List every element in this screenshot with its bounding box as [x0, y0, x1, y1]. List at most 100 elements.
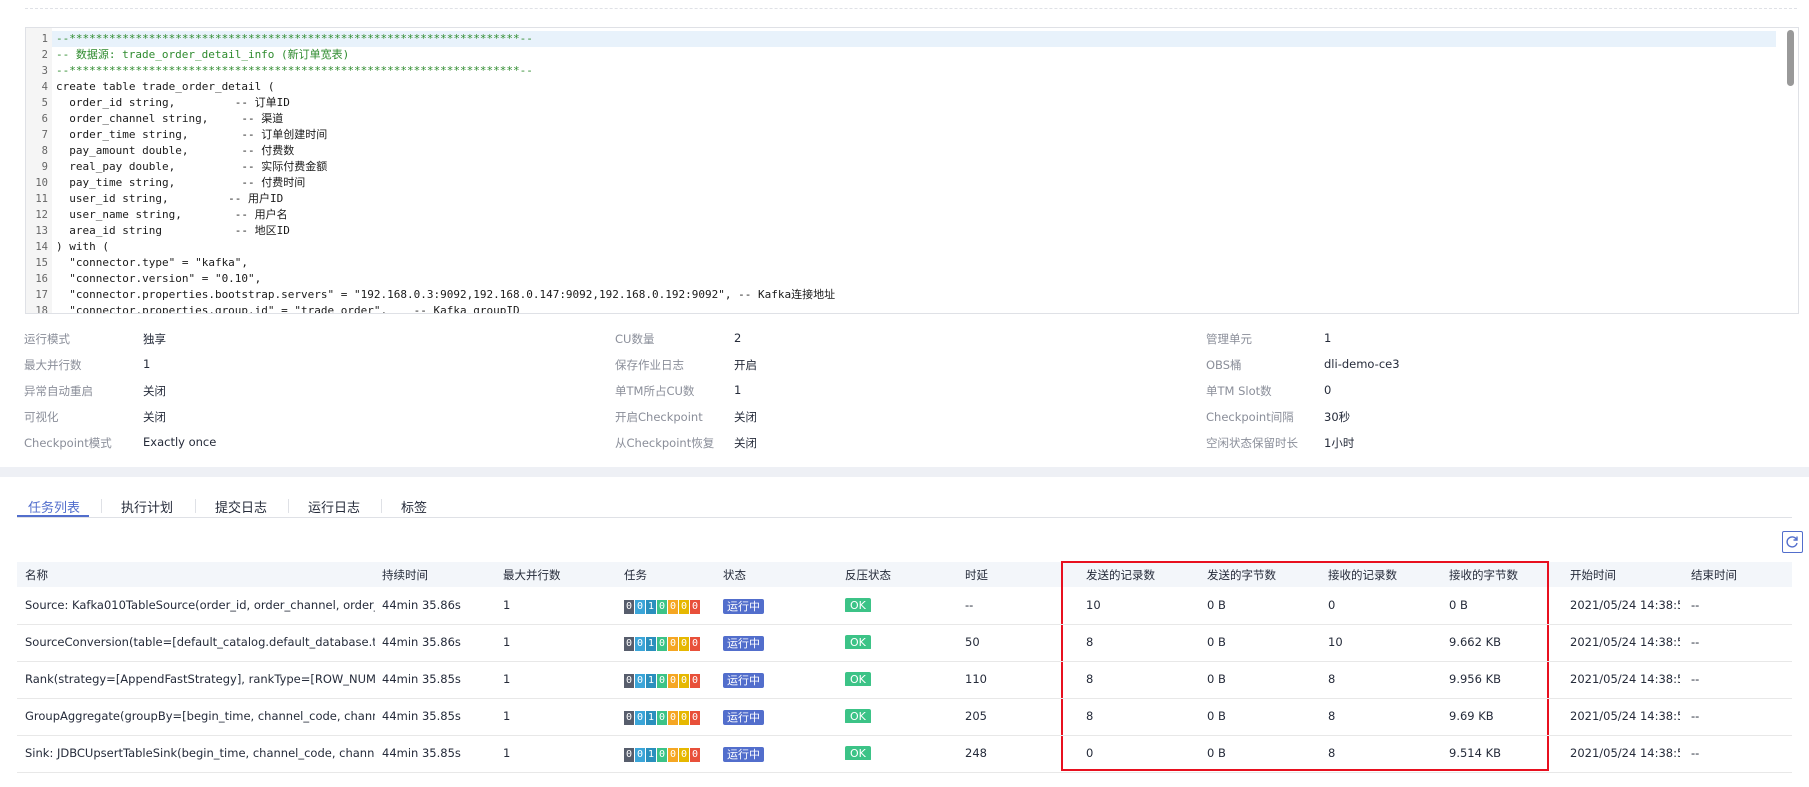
- table-cell: 0 B: [1207, 709, 1226, 723]
- tab-separator: [288, 499, 289, 513]
- config-value: 关闭: [734, 436, 757, 450]
- line-number: 5: [41, 97, 48, 109]
- line-number: 9: [41, 161, 48, 173]
- table-cell: 2021/05/24 14:38:5...: [1570, 635, 1680, 649]
- config-label: Checkpoint间隔: [1206, 410, 1294, 424]
- table-cell: 2021/05/24 14:38:5...: [1570, 746, 1680, 760]
- backpressure-cell: OK: [845, 746, 960, 760]
- table-cell: --: [1691, 598, 1700, 612]
- task-count: 0: [657, 600, 667, 614]
- line-number: 1: [41, 33, 48, 45]
- code-line: create table trade_order_detail (: [56, 80, 275, 93]
- status-cell: 运行中: [723, 746, 838, 762]
- column-header: 名称: [25, 568, 48, 582]
- scrollbar[interactable]: [1787, 30, 1794, 86]
- code-line: "connector.type" = "kafka",: [56, 256, 249, 269]
- task-count: 0: [679, 637, 689, 651]
- task-count: 0: [690, 711, 700, 725]
- table-cell: 10: [1086, 598, 1101, 612]
- tab[interactable]: 标签: [401, 501, 428, 516]
- config-label: OBS桶: [1206, 358, 1242, 372]
- column-header: 接收的记录数: [1328, 568, 1397, 582]
- table-cell: 9.514 KB: [1449, 746, 1502, 760]
- task-count: 0: [690, 674, 700, 688]
- task-count: 0: [668, 711, 678, 725]
- config-value: 1: [734, 383, 742, 397]
- config-value: 开启: [734, 358, 757, 372]
- divider: [25, 8, 1797, 9]
- table-cell: 44min 35.85s: [382, 672, 461, 686]
- table-cell: 1: [503, 672, 511, 686]
- backpressure-badge: OK: [845, 709, 871, 723]
- line-number: 14: [35, 241, 48, 253]
- row-divider: [17, 624, 1792, 625]
- line-number: 15: [35, 257, 48, 269]
- status-cell: 运行中: [723, 672, 838, 688]
- task-count: 0: [679, 748, 689, 762]
- tab[interactable]: 任务列表: [28, 501, 81, 516]
- task-count: 1: [646, 748, 656, 762]
- tab-separator: [101, 499, 102, 513]
- tab[interactable]: 提交日志: [215, 501, 268, 516]
- task-count: 0: [668, 600, 678, 614]
- task-count: 0: [635, 600, 645, 614]
- table-cell: --: [965, 598, 974, 612]
- config-value: 0: [1324, 383, 1332, 397]
- status-badge: 运行中: [723, 673, 764, 688]
- tab[interactable]: 执行计划: [121, 501, 174, 516]
- backpressure-badge: OK: [845, 672, 871, 686]
- table-cell: 1: [503, 709, 511, 723]
- code-line: "connector.version" = "0.10",: [56, 272, 262, 285]
- table-cell: 9.662 KB: [1449, 635, 1502, 649]
- table-cell: 0 B: [1207, 672, 1226, 686]
- config-label: 单TM Slot数: [1206, 384, 1272, 398]
- table-cell: 0: [1086, 746, 1094, 760]
- table-cell: Sink: JDBCUpsertTableSink(begin_time, ch…: [25, 746, 375, 760]
- line-number: 8: [41, 145, 48, 157]
- task-count: 0: [624, 637, 634, 651]
- column-header: 任务: [624, 568, 647, 582]
- column-header: 状态: [723, 568, 746, 582]
- table-cell: 44min 35.86s: [382, 635, 461, 649]
- backpressure-badge: OK: [845, 598, 871, 612]
- code-line: pay_time string, -- 付费时间: [56, 176, 306, 189]
- task-count: 0: [624, 748, 634, 762]
- table-cell: 9.69 KB: [1449, 709, 1494, 723]
- task-count: 0: [635, 711, 645, 725]
- column-header: 反压状态: [845, 568, 891, 582]
- table-cell: SourceConversion(table=[default_catalog.…: [25, 635, 375, 649]
- line-number: 11: [35, 193, 48, 205]
- backpressure-badge: OK: [845, 746, 871, 760]
- task-count: 1: [646, 674, 656, 688]
- line-number: 13: [35, 225, 48, 237]
- table-cell: 8: [1328, 672, 1336, 686]
- tab-separator: [195, 499, 196, 513]
- tab[interactable]: 运行日志: [308, 501, 361, 516]
- table-cell: 0: [1328, 598, 1336, 612]
- column-header: 最大并行数: [503, 568, 561, 582]
- backpressure-cell: OK: [845, 709, 960, 723]
- code-line: order_id string, -- 订单ID: [56, 96, 290, 109]
- task-count: 0: [624, 711, 634, 725]
- refresh-button[interactable]: [1782, 531, 1803, 553]
- config-label: 可视化: [24, 410, 59, 424]
- table-cell: 0 B: [1207, 746, 1226, 760]
- task-count: 0: [635, 748, 645, 762]
- config-value: 1小时: [1324, 436, 1355, 450]
- table-cell: 0 B: [1207, 598, 1226, 612]
- table-cell: 2021/05/24 14:38:5...: [1570, 672, 1680, 686]
- table-cell: 9.956 KB: [1449, 672, 1502, 686]
- line-number: 2: [41, 49, 48, 61]
- status-cell: 运行中: [723, 709, 838, 725]
- config-label: Checkpoint模式: [24, 436, 112, 450]
- status-cell: 运行中: [723, 598, 838, 614]
- config-label: CU数量: [615, 332, 655, 346]
- code-line: ) with (: [56, 240, 109, 253]
- task-count: 0: [690, 748, 700, 762]
- task-count: 0: [668, 674, 678, 688]
- config-label: 开启Checkpoint: [615, 410, 703, 424]
- task-count: 0: [679, 600, 689, 614]
- table-cell: --: [1691, 635, 1700, 649]
- table-cell: GroupAggregate(groupBy=[begin_time, chan…: [25, 709, 375, 723]
